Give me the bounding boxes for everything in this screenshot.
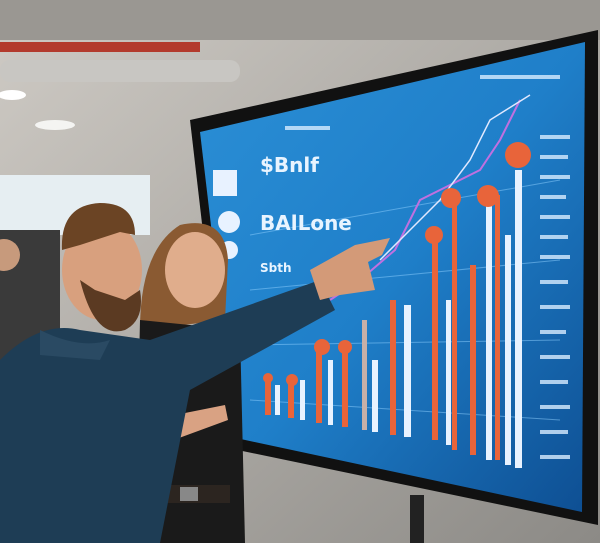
- monitor-screen: $Bnlf BAlLone Sbth: [200, 42, 585, 512]
- screen-headline-3: Sbth: [260, 261, 292, 275]
- screen-headline-1: $Bnlf: [260, 153, 319, 177]
- man: [0, 203, 390, 543]
- ceiling-light: [35, 120, 75, 130]
- red-pipe: [0, 42, 200, 52]
- bar-markers: [263, 142, 531, 386]
- man-pointing-hand: [310, 238, 390, 300]
- screen-icon-building: [213, 170, 237, 196]
- screen-headline-2: BAlLone: [260, 211, 352, 235]
- screen-icon-circle: [218, 211, 240, 233]
- duct: [0, 60, 240, 82]
- bars: [265, 170, 522, 468]
- ceiling-light: [0, 90, 26, 100]
- background-person-head: [0, 239, 20, 271]
- screen-text-list: [285, 75, 570, 459]
- ceiling: [0, 0, 600, 40]
- monitor-stand: [410, 495, 424, 543]
- trend-line-2: [379, 94, 531, 261]
